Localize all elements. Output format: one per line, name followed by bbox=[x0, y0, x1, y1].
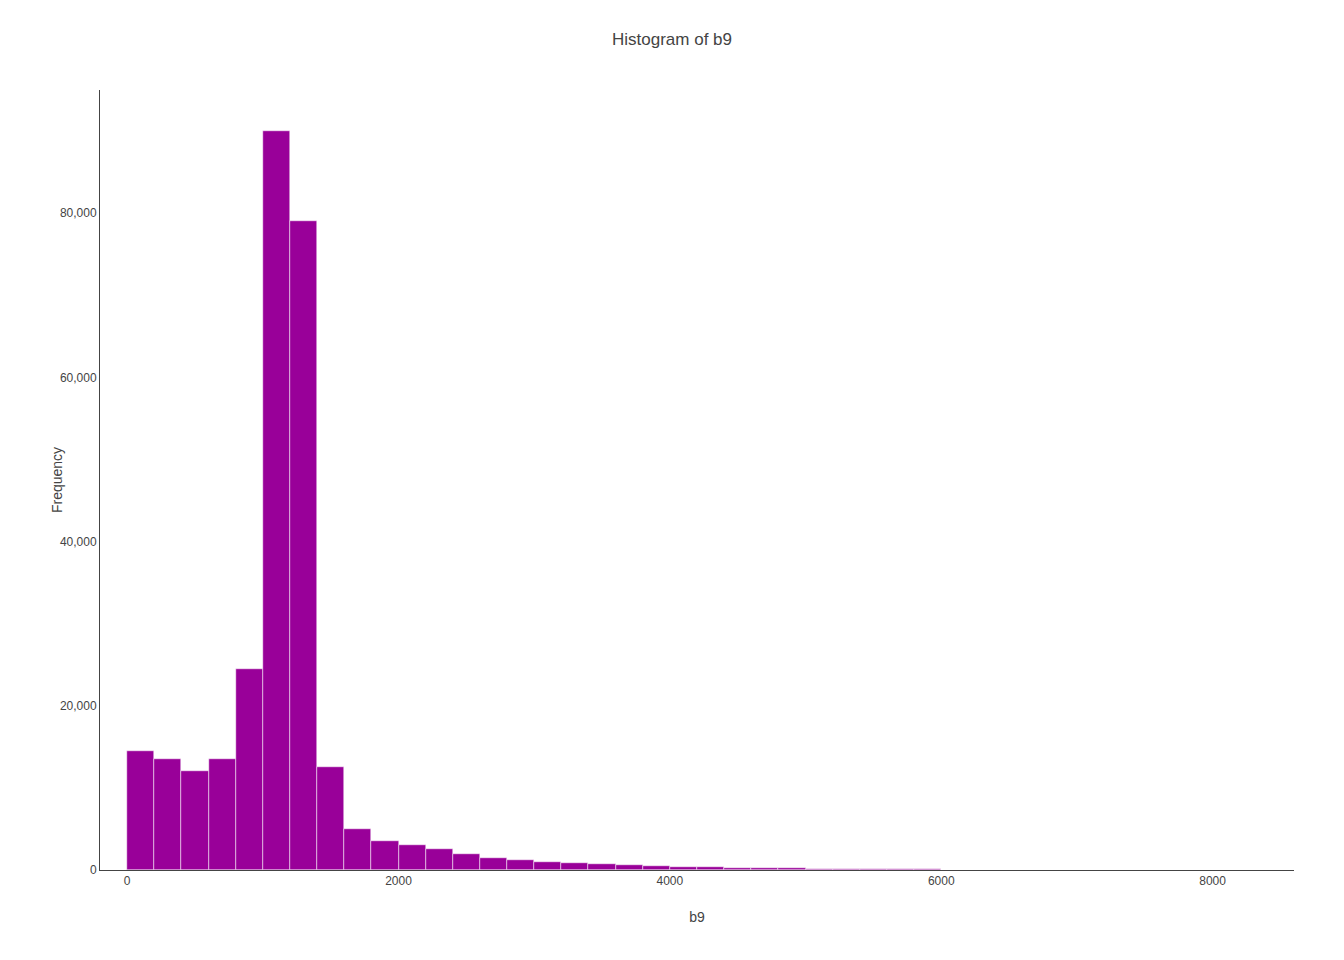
svg-text:40,000: 40,000 bbox=[60, 535, 97, 549]
svg-text:60,000: 60,000 bbox=[60, 371, 97, 385]
svg-text:b9: b9 bbox=[689, 909, 705, 925]
svg-text:8000: 8000 bbox=[1199, 874, 1226, 888]
svg-text:0: 0 bbox=[124, 874, 131, 888]
svg-text:80,000: 80,000 bbox=[60, 206, 97, 220]
svg-text:2000: 2000 bbox=[385, 874, 412, 888]
svg-text:20,000: 20,000 bbox=[60, 699, 97, 713]
svg-text:Frequency: Frequency bbox=[49, 447, 65, 513]
svg-text:0: 0 bbox=[90, 863, 97, 877]
svg-text:Histogram of b9: Histogram of b9 bbox=[612, 30, 732, 49]
svg-text:4000: 4000 bbox=[657, 874, 684, 888]
svg-text:6000: 6000 bbox=[928, 874, 955, 888]
